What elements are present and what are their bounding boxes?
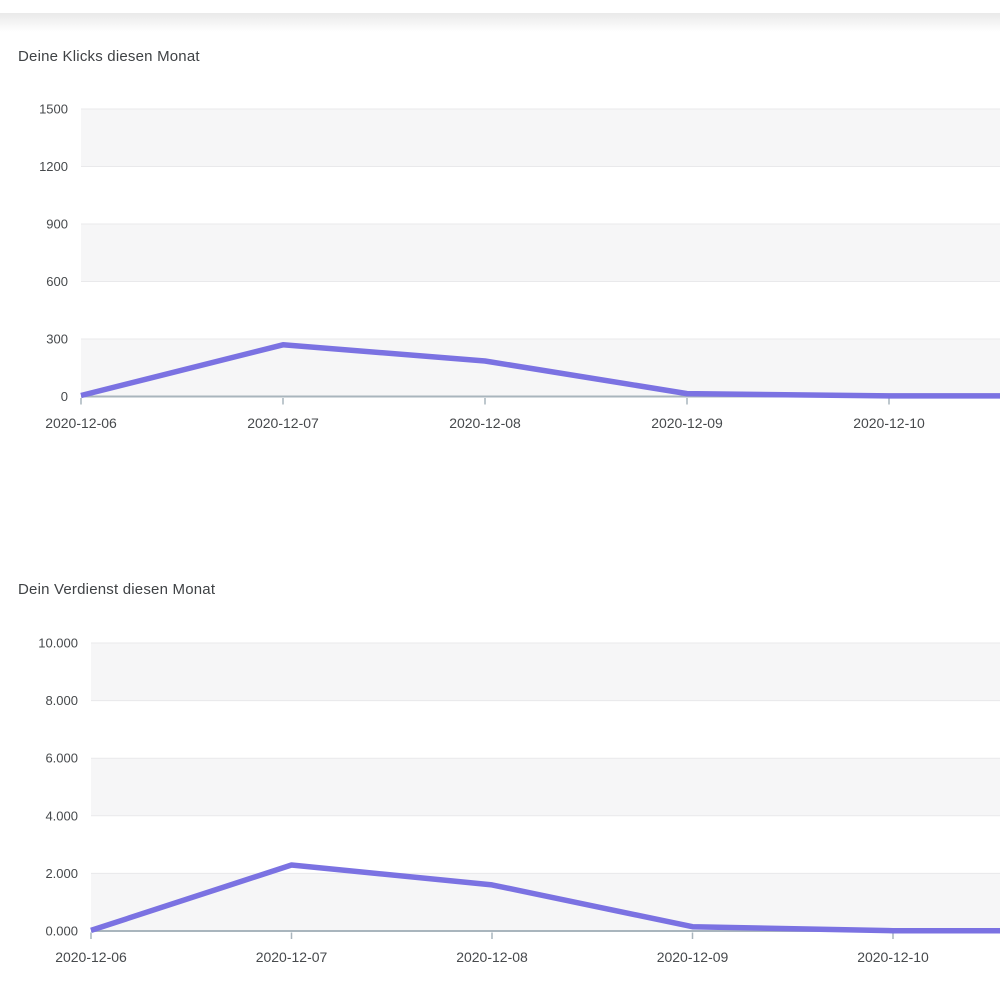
- x-tick-marks: [90, 932, 894, 939]
- background-bands: [81, 109, 1000, 397]
- svg-text:2020-12-07: 2020-12-07: [247, 415, 319, 431]
- svg-text:2020-12-10: 2020-12-10: [857, 949, 929, 965]
- earnings-chart-title: Dein Verdienst diesen Monat: [18, 581, 216, 598]
- gridlines: [81, 108, 1000, 340]
- svg-text:4.000: 4.000: [45, 808, 78, 823]
- svg-text:2020-12-08: 2020-12-08: [449, 415, 521, 431]
- verdienst-series-line: [90, 862, 1000, 934]
- svg-text:6.000: 6.000: [45, 751, 78, 766]
- svg-text:8.000: 8.000: [45, 693, 78, 708]
- x-tick-marks: [80, 398, 890, 405]
- clicks-chart-title: Deine Klicks diesen Monat: [18, 48, 200, 65]
- earnings-line-chart: 0.000 2.000 4.000 6.000 8.000 10.000 2020-12-0…: [38, 636, 1000, 965]
- svg-text:2020-12-06: 2020-12-06: [55, 949, 127, 965]
- svg-text:2020-12-07: 2020-12-07: [256, 949, 328, 965]
- gridlines: [91, 642, 1000, 874]
- svg-text:900: 900: [46, 217, 68, 232]
- svg-text:0.000: 0.000: [45, 924, 78, 939]
- svg-text:300: 300: [46, 332, 68, 347]
- svg-text:2020-12-06: 2020-12-06: [45, 415, 117, 431]
- svg-text:0: 0: [61, 389, 68, 404]
- top-scroll-shadow: [0, 13, 1000, 32]
- x-axis-labels: 2020-12-06 2020-12-07 2020-12-08 2020-12-09…: [45, 415, 925, 431]
- y-axis-labels: 0 300 600 900 1200 1500: [39, 102, 68, 405]
- svg-text:2020-12-08: 2020-12-08: [456, 949, 528, 965]
- svg-text:10.000: 10.000: [38, 636, 78, 651]
- svg-text:1200: 1200: [39, 159, 68, 174]
- klicks-series-line: [80, 342, 1000, 399]
- svg-text:1500: 1500: [39, 102, 68, 117]
- svg-text:600: 600: [46, 274, 68, 289]
- y-axis-labels: 0.000 2.000 4.000 6.000 8.000 10.000: [38, 636, 78, 939]
- x-axis-labels: 2020-12-06 2020-12-07 2020-12-08 2020-12-09…: [55, 949, 929, 965]
- svg-text:2020-12-10: 2020-12-10: [853, 415, 925, 431]
- svg-text:2.000: 2.000: [45, 866, 78, 881]
- svg-text:2020-12-09: 2020-12-09: [651, 415, 723, 431]
- svg-text:2020-12-09: 2020-12-09: [657, 949, 729, 965]
